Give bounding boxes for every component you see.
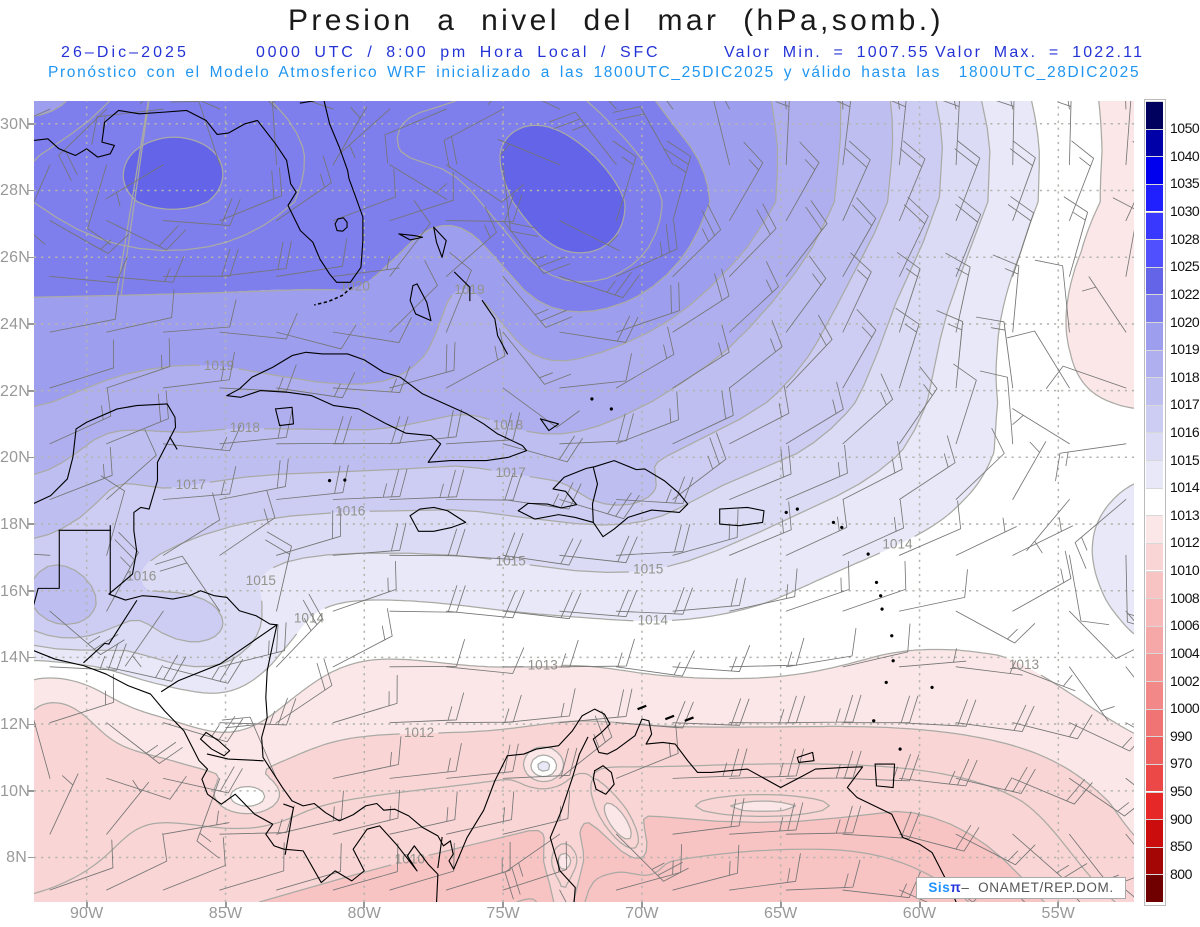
svg-text:1014: 1014 [294, 611, 325, 626]
svg-text:1013: 1013 [1009, 657, 1039, 672]
svg-text:1015: 1015 [633, 562, 663, 577]
svg-text:1015: 1015 [496, 554, 526, 569]
svg-text:1012: 1012 [404, 725, 434, 740]
svg-text:1015: 1015 [246, 573, 276, 588]
svg-text:1017: 1017 [176, 477, 206, 492]
svg-text:1020: 1020 [340, 279, 371, 294]
svg-text:1018: 1018 [230, 420, 260, 435]
svg-text:1019: 1019 [204, 358, 234, 373]
svg-text:1016: 1016 [126, 569, 156, 584]
svg-text:1017: 1017 [496, 465, 526, 480]
svg-text:1016: 1016 [335, 504, 365, 519]
svg-text:1014: 1014 [638, 612, 669, 627]
svg-text:1013: 1013 [528, 657, 558, 672]
svg-text:1014: 1014 [882, 537, 913, 552]
svg-text:1018: 1018 [493, 417, 523, 432]
